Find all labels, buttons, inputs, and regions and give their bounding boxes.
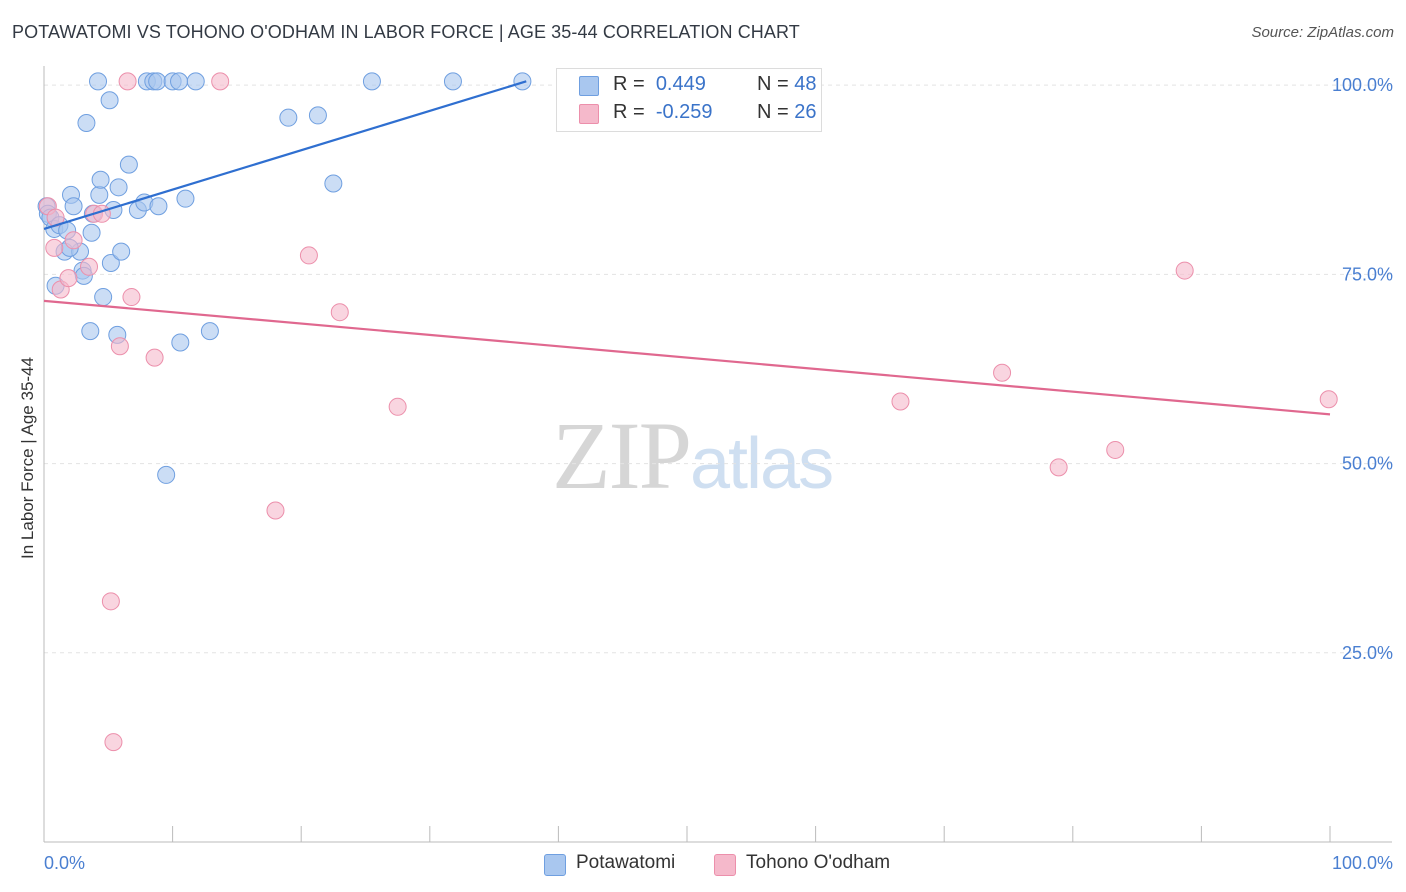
n-stat: N = 26 <box>757 101 817 123</box>
potawatomi-point <box>308 106 327 125</box>
potawatomi-point <box>279 108 298 127</box>
y-tick-label: 100.0% <box>1332 75 1393 95</box>
potawatomi-point <box>170 72 189 91</box>
potawatomi-point <box>443 72 462 91</box>
tohono-point <box>64 231 83 250</box>
source-label: Source: ZipAtlas.com <box>1251 24 1394 41</box>
watermark-zip: ZIP <box>552 402 692 509</box>
potawatomi-point <box>176 189 195 208</box>
tohono-point <box>266 501 285 520</box>
tohono-point <box>388 397 407 416</box>
watermark: ZIPatlas <box>552 400 834 511</box>
tohono-point <box>299 246 318 265</box>
potawatomi-point <box>362 72 381 91</box>
tohono-point <box>122 288 141 307</box>
potawatomi-point <box>82 223 101 242</box>
legend-label: Tohono O'odham <box>746 852 891 873</box>
tohono-point <box>45 238 64 257</box>
x-tick-label: 0.0% <box>44 853 85 873</box>
legend-swatch-tohono <box>714 854 736 876</box>
potawatomi-point <box>109 178 128 197</box>
tohono-point <box>104 733 123 752</box>
tohono-point <box>1049 458 1068 477</box>
potawatomi-point <box>81 322 100 341</box>
potawatomi-point <box>324 174 343 193</box>
tohono-point <box>330 303 349 322</box>
potawatomi-point <box>171 333 190 352</box>
r-stat: R = 0.449 <box>613 73 706 95</box>
potawatomi-trendline <box>43 80 527 230</box>
tohono-point <box>211 72 230 91</box>
potawatomi-point <box>100 91 119 110</box>
y-tick-label: 50.0% <box>1342 454 1393 474</box>
chart-title: POTAWATOMI VS TOHONO O'ODHAM IN LABOR FO… <box>12 22 800 42</box>
legend-swatch-potawatomi <box>544 854 566 876</box>
potawatomi-point <box>94 288 113 307</box>
potawatomi-point <box>157 465 176 484</box>
n-stat: N = 48 <box>757 73 817 95</box>
potawatomi-point <box>119 155 138 174</box>
potawatomi-point <box>77 113 96 132</box>
tohono-point <box>1106 440 1125 459</box>
potawatomi-point <box>101 254 120 272</box>
potawatomi-point <box>200 322 219 341</box>
tohono-point <box>993 363 1012 382</box>
potawatomi-point <box>148 72 167 91</box>
watermark-atlas: atlas <box>690 424 834 504</box>
tohono-point <box>110 337 129 356</box>
potawatomi-point <box>186 72 205 91</box>
legend-swatch-tohono <box>579 104 599 124</box>
potawatomi-point <box>91 170 110 189</box>
r-stat: R = -0.259 <box>613 101 713 123</box>
tohono-point <box>59 269 78 288</box>
tohono-point <box>1175 261 1194 280</box>
potawatomi-point <box>89 72 108 91</box>
potawatomi-point <box>112 242 131 261</box>
potawatomi-point <box>90 185 109 204</box>
x-tick-label: 100.0% <box>1332 853 1393 873</box>
tohono-trendline <box>43 299 1331 416</box>
tohono-point <box>145 348 164 367</box>
tohono-point <box>101 592 120 611</box>
y-tick-label: 25.0% <box>1342 643 1393 663</box>
potawatomi-point <box>513 72 532 91</box>
y-tick-label: 75.0% <box>1342 264 1393 284</box>
potawatomi-point <box>149 197 168 216</box>
legend-label: Potawatomi <box>576 852 676 873</box>
tohono-point <box>80 257 99 276</box>
tohono-point <box>891 392 910 411</box>
potawatomi-point <box>64 197 83 216</box>
tohono-point <box>118 72 137 91</box>
tohono-point <box>1319 390 1338 409</box>
legend-swatch-potawatomi <box>579 76 599 96</box>
stats-legend: R = 0.449 N = 48 R = -0.259 N = 26 <box>556 68 822 132</box>
